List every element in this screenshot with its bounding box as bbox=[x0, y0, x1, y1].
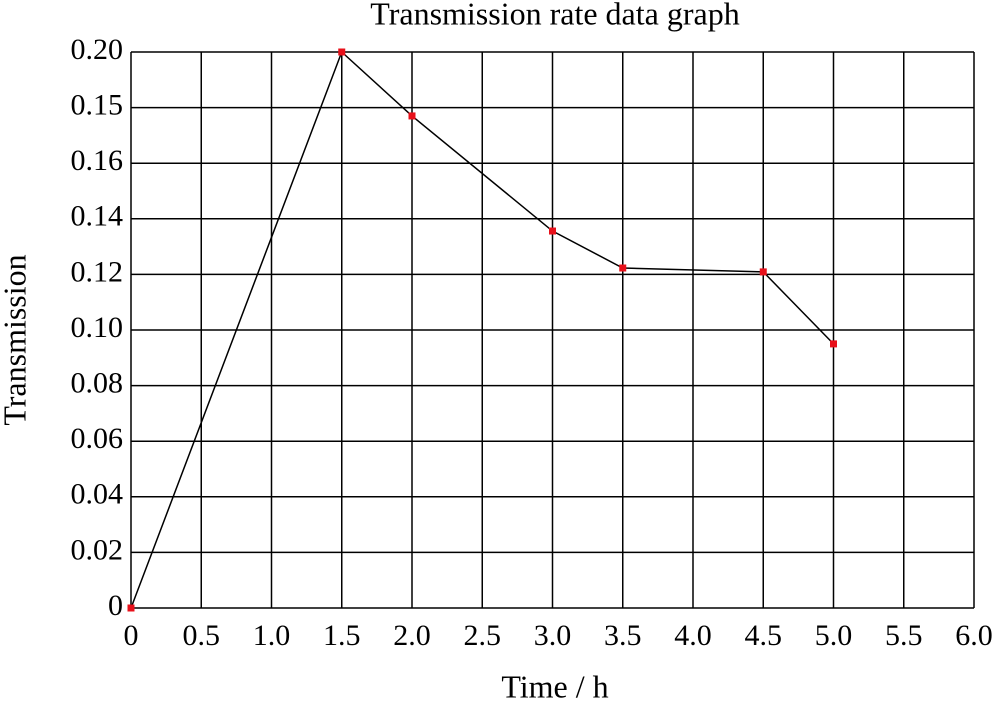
x-tick-label: 2.0 bbox=[393, 619, 431, 652]
data-point bbox=[338, 48, 346, 56]
x-tick-label: 6.0 bbox=[955, 619, 993, 652]
y-tick-label: 0.16 bbox=[71, 144, 124, 177]
y-tick-label: 0.10 bbox=[71, 311, 124, 344]
y-tick-label: 0 bbox=[108, 589, 123, 622]
data-point bbox=[619, 264, 627, 272]
data-point bbox=[408, 112, 416, 120]
x-tick-label: 3.5 bbox=[604, 619, 642, 652]
x-tick-label: 1.0 bbox=[253, 619, 291, 652]
chart-title: Transmission rate data graph bbox=[370, 0, 739, 31]
y-tick-label: 0.14 bbox=[71, 200, 124, 233]
y-axis-label: Transmission bbox=[0, 254, 32, 425]
data-point bbox=[127, 604, 135, 612]
x-axis-label: Time / h bbox=[501, 668, 608, 704]
y-tick-label: 0.06 bbox=[71, 422, 124, 455]
data-point bbox=[549, 227, 556, 235]
y-tick-label: 0.12 bbox=[71, 255, 124, 288]
x-tick-label: 4.5 bbox=[745, 619, 783, 652]
x-tick-label: 0.5 bbox=[183, 619, 221, 652]
x-tick-label: 4.0 bbox=[674, 619, 712, 652]
y-tick-label: 0.20 bbox=[71, 33, 124, 66]
x-tick-label: 2.5 bbox=[464, 619, 502, 652]
y-tick-label: 0.08 bbox=[71, 366, 124, 399]
y-tick-label: 0.15 bbox=[71, 88, 124, 121]
x-tick-label: 3.0 bbox=[534, 619, 572, 652]
data-point bbox=[830, 340, 837, 348]
x-tick-label: 1.5 bbox=[323, 619, 361, 652]
x-tick-label: 0 bbox=[124, 619, 139, 652]
x-tick-label: 5.0 bbox=[815, 619, 853, 652]
y-tick-label: 0.02 bbox=[71, 533, 124, 566]
data-point bbox=[759, 268, 767, 276]
y-tick-label: 0.04 bbox=[71, 478, 124, 511]
x-tick-label: 5.5 bbox=[885, 619, 923, 652]
